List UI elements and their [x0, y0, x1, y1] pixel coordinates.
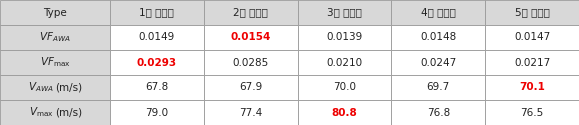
Bar: [0, 0, 110, 25]
Text: 76.5: 76.5: [521, 108, 544, 118]
Bar: [204, 25, 298, 50]
Bar: [391, 50, 485, 75]
Bar: [204, 75, 298, 100]
Bar: [298, 25, 391, 50]
Bar: [110, 100, 204, 125]
Bar: [204, 0, 298, 25]
Text: 0.0217: 0.0217: [514, 58, 550, 68]
Bar: [0, 100, 110, 125]
Bar: [0, 50, 110, 75]
Text: 0.0154: 0.0154: [230, 32, 271, 42]
Text: (m/s): (m/s): [55, 108, 82, 118]
Text: 0.0247: 0.0247: [420, 58, 456, 68]
Text: $\mathit{VF}_{AWA}$: $\mathit{VF}_{AWA}$: [39, 31, 71, 44]
Text: 4번 케이스: 4번 케이스: [421, 8, 456, 18]
Bar: [110, 75, 204, 100]
Bar: [485, 100, 579, 125]
Bar: [485, 25, 579, 50]
Bar: [298, 0, 391, 25]
Text: 69.7: 69.7: [427, 82, 450, 92]
Bar: [110, 25, 204, 50]
Text: 0.0147: 0.0147: [514, 32, 550, 42]
Bar: [110, 50, 204, 75]
Bar: [485, 50, 579, 75]
Bar: [485, 0, 579, 25]
Text: 77.4: 77.4: [239, 108, 262, 118]
Text: $\mathit{V}_{\mathrm{max}}$: $\mathit{V}_{\mathrm{max}}$: [29, 106, 54, 119]
Text: 70.0: 70.0: [333, 82, 356, 92]
Bar: [0, 25, 110, 50]
Text: 3번 케이스: 3번 케이스: [327, 8, 362, 18]
Text: 67.8: 67.8: [145, 82, 168, 92]
Text: 1번 케이스: 1번 케이스: [140, 8, 174, 18]
Text: 0.0139: 0.0139: [327, 32, 362, 42]
Text: 0.0285: 0.0285: [233, 58, 269, 68]
Bar: [0, 75, 110, 100]
Text: 0.0210: 0.0210: [327, 58, 362, 68]
Text: 5번 케이스: 5번 케이스: [515, 8, 549, 18]
Bar: [485, 75, 579, 100]
Text: Type: Type: [43, 8, 67, 18]
Bar: [298, 100, 391, 125]
Text: 76.8: 76.8: [427, 108, 450, 118]
Bar: [204, 100, 298, 125]
Text: 0.0293: 0.0293: [137, 58, 177, 68]
Bar: [298, 75, 391, 100]
Bar: [110, 0, 204, 25]
Bar: [391, 0, 485, 25]
Bar: [298, 50, 391, 75]
Text: 67.9: 67.9: [239, 82, 262, 92]
Bar: [204, 50, 298, 75]
Text: 0.0148: 0.0148: [420, 32, 456, 42]
Text: 80.8: 80.8: [332, 108, 357, 118]
Text: $\mathit{VF}_{\mathrm{max}}$: $\mathit{VF}_{\mathrm{max}}$: [40, 56, 70, 69]
Text: 70.1: 70.1: [519, 82, 545, 92]
Text: $\mathit{V}_{AWA}$: $\mathit{V}_{AWA}$: [28, 81, 54, 94]
Bar: [391, 25, 485, 50]
Bar: [391, 75, 485, 100]
Text: 2번 케이스: 2번 케이스: [233, 8, 268, 18]
Bar: [391, 100, 485, 125]
Text: (m/s): (m/s): [55, 82, 82, 92]
Text: 0.0149: 0.0149: [139, 32, 175, 42]
Text: 79.0: 79.0: [145, 108, 168, 118]
